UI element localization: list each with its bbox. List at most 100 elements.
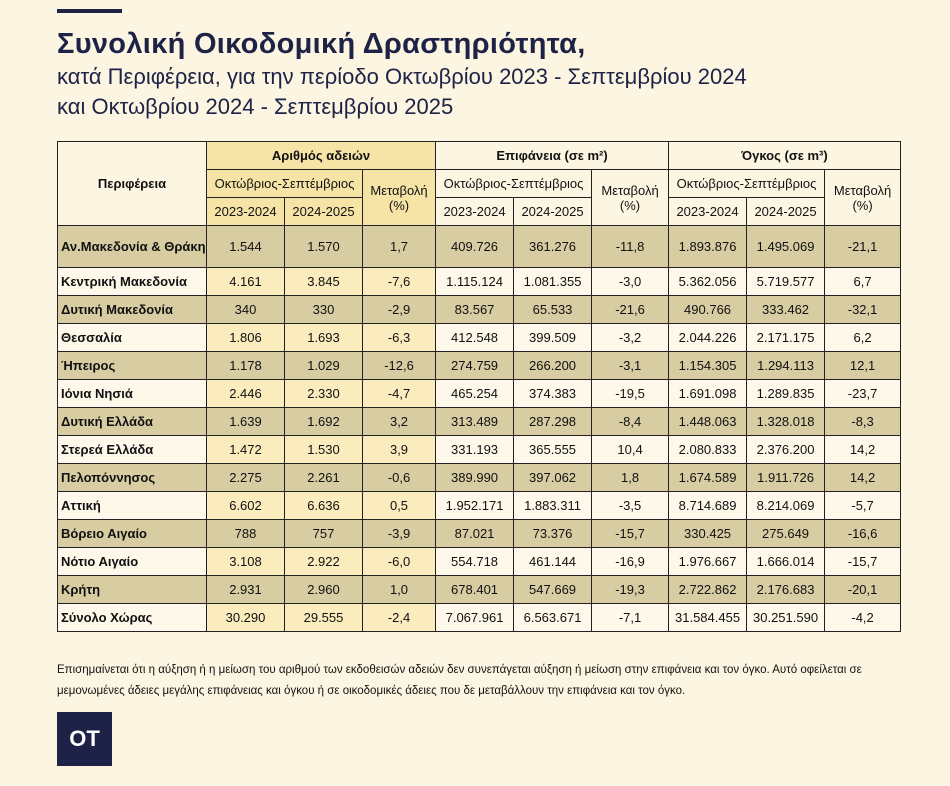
cell: 1.674.589 xyxy=(668,463,748,492)
cell: 1.289.835 xyxy=(746,379,826,408)
cell: 1.294.113 xyxy=(746,351,826,380)
cell: -32,1 xyxy=(824,295,902,324)
cell: -2,4 xyxy=(361,603,437,632)
row-label: Στερεά Ελλάδα xyxy=(57,435,207,464)
change-header: Μεταβολή (%) xyxy=(824,169,902,226)
cell: 83.567 xyxy=(435,295,515,324)
cell: 1,7 xyxy=(361,225,437,268)
cell: 87.021 xyxy=(435,519,515,548)
title: Συνολική Οικοδομική Δραστηριότητα, xyxy=(57,28,586,60)
cell: 7.067.961 xyxy=(435,603,515,632)
cell: -3,1 xyxy=(591,351,670,380)
row-label: Αν.Μακεδονία & Θράκη xyxy=(57,225,207,268)
cell: 1.952.171 xyxy=(435,491,515,520)
cell: -0,6 xyxy=(361,463,437,492)
cell: 490.766 xyxy=(668,295,748,324)
cell: 274.759 xyxy=(435,351,515,380)
cell: 1.806 xyxy=(206,323,285,352)
cell: 4.161 xyxy=(206,267,285,296)
cell: -12,6 xyxy=(361,351,437,380)
cell: 1.691.098 xyxy=(668,379,748,408)
cell: 1.911.726 xyxy=(746,463,826,492)
cell: 10,4 xyxy=(591,435,670,464)
cell: 678.401 xyxy=(435,575,515,604)
cell: 2.275 xyxy=(206,463,285,492)
cell: -11,8 xyxy=(591,225,670,268)
cell: 3,9 xyxy=(361,435,437,464)
cell: 788 xyxy=(206,519,285,548)
footnote: Επισημαίνεται ότι η αύξηση ή η μείωση το… xyxy=(57,664,862,697)
cell: 2.960 xyxy=(284,575,363,604)
cell: 31.584.455 xyxy=(668,603,748,632)
row-label: Ήπειρος xyxy=(57,351,207,380)
cell: 1.893.876 xyxy=(668,225,748,268)
row-label: Δυτική Ελλάδα xyxy=(57,407,207,436)
cell: -7,1 xyxy=(591,603,670,632)
cell: 6.636 xyxy=(284,491,363,520)
cell: 6,2 xyxy=(824,323,902,352)
cell: 30.290 xyxy=(206,603,285,632)
cell: -4,2 xyxy=(824,603,902,632)
cell: -4,7 xyxy=(361,379,437,408)
row-label: Νότιο Αιγαίο xyxy=(57,547,207,576)
cell: 5.362.056 xyxy=(668,267,748,296)
change-header: Μεταβολή (%) xyxy=(591,169,670,226)
cell: 1.666.014 xyxy=(746,547,826,576)
cell: 1.081.355 xyxy=(513,267,593,296)
cell: 1.570 xyxy=(284,225,363,268)
cell: 0,5 xyxy=(361,491,437,520)
cell: 2.044.226 xyxy=(668,323,748,352)
cell: 3.845 xyxy=(284,267,363,296)
cell: 1.472 xyxy=(206,435,285,464)
cell: -21,6 xyxy=(591,295,670,324)
cell: 1,8 xyxy=(591,463,670,492)
year-header: 2024-2025 xyxy=(746,197,826,226)
cell: -20,1 xyxy=(824,575,902,604)
cell: 6,7 xyxy=(824,267,902,296)
cell: 65.533 xyxy=(513,295,593,324)
cell: 1.530 xyxy=(284,435,363,464)
cell: 1.328.018 xyxy=(746,407,826,436)
cell: 266.200 xyxy=(513,351,593,380)
cell: -15,7 xyxy=(591,519,670,548)
year-header: 2023-2024 xyxy=(206,197,285,226)
column-header: Περιφέρεια xyxy=(57,141,207,226)
year-header: 2024-2025 xyxy=(513,197,593,226)
cell: 2.446 xyxy=(206,379,285,408)
cell: 1,0 xyxy=(361,575,437,604)
cell: 1.178 xyxy=(206,351,285,380)
cell: 3,2 xyxy=(361,407,437,436)
row-label: Ιόνια Νησιά xyxy=(57,379,207,408)
cell: 275.649 xyxy=(746,519,826,548)
period-header: Οκτώβριος-Σεπτέμβριος xyxy=(668,169,826,198)
cell: -2,9 xyxy=(361,295,437,324)
cell: 412.548 xyxy=(435,323,515,352)
subtitle: και Οκτωβρίου 2024 - Σεπτεμβρίου 2025 xyxy=(57,94,454,119)
cell: 6.602 xyxy=(206,491,285,520)
cell: 1.495.069 xyxy=(746,225,826,268)
cell: 331.193 xyxy=(435,435,515,464)
cell: 8.714.689 xyxy=(668,491,748,520)
cell: -7,6 xyxy=(361,267,437,296)
group-header: Αριθμός αδειών xyxy=(205,141,437,170)
row-label: Σύνολο Χώρας xyxy=(57,603,207,632)
cell: 2.931 xyxy=(206,575,285,604)
cell: 389.990 xyxy=(435,463,515,492)
cell: 6.563.671 xyxy=(513,603,593,632)
cell: 1.693 xyxy=(284,323,363,352)
year-header: 2023-2024 xyxy=(668,197,748,226)
cell: 2.376.200 xyxy=(746,435,826,464)
cell: 2.922 xyxy=(284,547,363,576)
cell: -16,9 xyxy=(591,547,670,576)
cell: -19,3 xyxy=(591,575,670,604)
data-table: Περιφέρεια Αριθμός αδειών Επιφάνεια (σε m²… xyxy=(57,141,902,632)
cell: 333.462 xyxy=(746,295,826,324)
cell: -6,3 xyxy=(361,323,437,352)
cell: 330.425 xyxy=(668,519,748,548)
cell: 1.639 xyxy=(206,407,285,436)
cell: 14,2 xyxy=(824,463,902,492)
cell: -16,6 xyxy=(824,519,902,548)
cell: 14,2 xyxy=(824,435,902,464)
row-label: Κρήτη xyxy=(57,575,207,604)
